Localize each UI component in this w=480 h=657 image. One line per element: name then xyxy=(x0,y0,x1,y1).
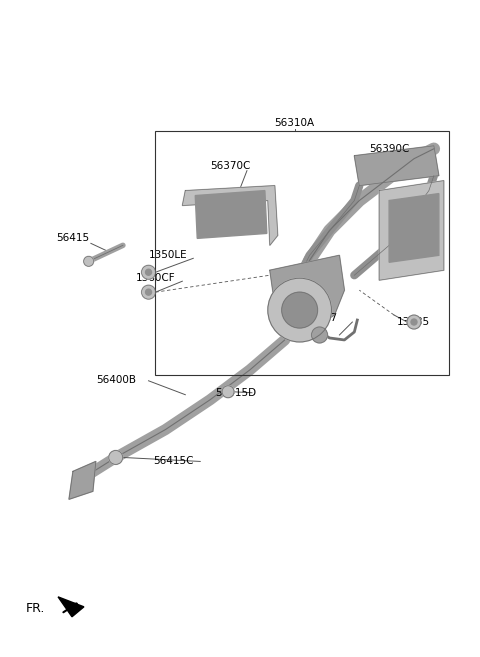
Polygon shape xyxy=(354,146,439,186)
Polygon shape xyxy=(379,181,444,280)
Text: 56415C: 56415C xyxy=(154,457,194,466)
Text: 1350LE: 1350LE xyxy=(148,250,187,260)
Text: 56415D: 56415D xyxy=(215,388,256,397)
Polygon shape xyxy=(69,461,96,499)
Circle shape xyxy=(145,269,152,275)
Circle shape xyxy=(109,451,123,464)
Text: FR.: FR. xyxy=(26,602,46,616)
Circle shape xyxy=(407,315,421,329)
Polygon shape xyxy=(270,256,344,330)
Text: 56390C: 56390C xyxy=(369,144,409,154)
Circle shape xyxy=(222,386,234,397)
Circle shape xyxy=(312,327,327,343)
Text: 1360CF: 1360CF xyxy=(136,273,175,283)
Polygon shape xyxy=(182,186,278,245)
Text: 56397: 56397 xyxy=(305,313,338,323)
Text: 56310A: 56310A xyxy=(275,118,315,128)
Polygon shape xyxy=(195,191,267,238)
Polygon shape xyxy=(58,597,84,617)
Text: 13385: 13385 xyxy=(397,317,430,327)
Polygon shape xyxy=(389,194,439,262)
Circle shape xyxy=(145,289,152,295)
Bar xyxy=(156,131,449,374)
Text: 56415: 56415 xyxy=(56,233,89,243)
Text: 56370C: 56370C xyxy=(210,161,251,171)
Circle shape xyxy=(142,265,156,279)
Circle shape xyxy=(411,319,417,325)
Circle shape xyxy=(84,256,94,266)
Circle shape xyxy=(282,292,318,328)
Text: 56400B: 56400B xyxy=(96,374,136,385)
Circle shape xyxy=(268,278,332,342)
Circle shape xyxy=(142,285,156,299)
